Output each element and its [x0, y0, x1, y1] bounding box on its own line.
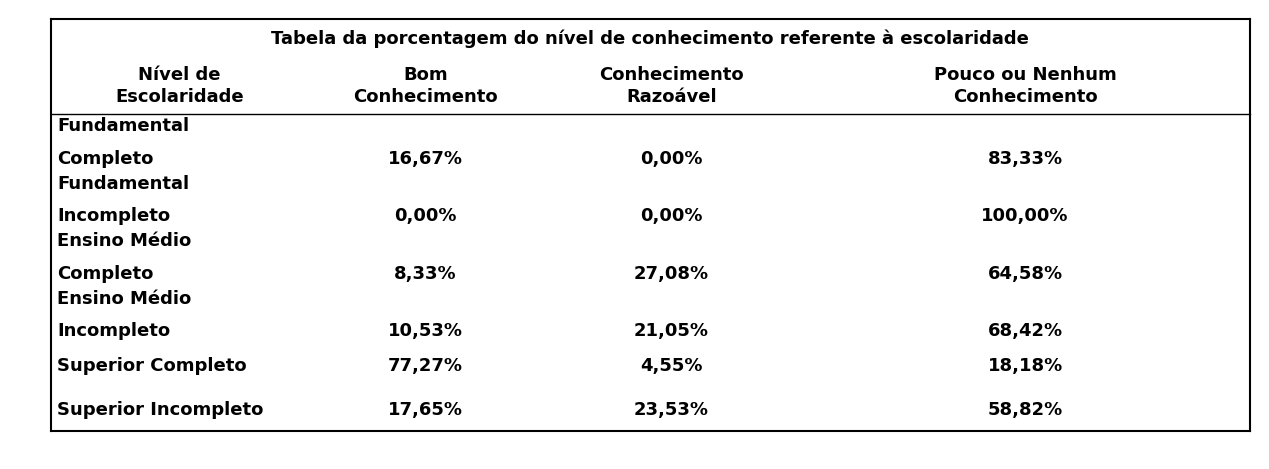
Text: 8,33%: 8,33%: [395, 265, 457, 283]
Text: Fundamental: Fundamental: [57, 175, 189, 193]
Text: Bom
Conhecimento: Bom Conhecimento: [353, 66, 497, 106]
Text: 23,53%: 23,53%: [633, 401, 709, 419]
Text: 27,08%: 27,08%: [633, 265, 709, 283]
Text: Ensino Médio: Ensino Médio: [57, 290, 192, 308]
Text: 16,67%: 16,67%: [388, 150, 463, 167]
Text: 10,53%: 10,53%: [388, 322, 463, 340]
Text: 17,65%: 17,65%: [388, 401, 463, 419]
Text: Incompleto: Incompleto: [57, 207, 170, 225]
Text: Completo: Completo: [57, 265, 154, 283]
Text: 18,18%: 18,18%: [987, 357, 1062, 375]
Text: Superior Incompleto: Superior Incompleto: [57, 401, 264, 419]
Text: 100,00%: 100,00%: [981, 207, 1068, 225]
Text: 83,33%: 83,33%: [987, 150, 1062, 167]
Text: 4,55%: 4,55%: [640, 357, 703, 375]
Text: Tabela da porcentagem do nível de conhecimento referente à escolaridade: Tabela da porcentagem do nível de conhec…: [272, 29, 1029, 48]
Text: Nível de
Escolaridade: Nível de Escolaridade: [115, 66, 244, 106]
Text: Completo: Completo: [57, 150, 154, 167]
Text: Incompleto: Incompleto: [57, 322, 170, 340]
Text: Ensino Médio: Ensino Médio: [57, 233, 192, 250]
Text: 0,00%: 0,00%: [640, 150, 703, 167]
Text: 77,27%: 77,27%: [388, 357, 463, 375]
Text: 64,58%: 64,58%: [987, 265, 1062, 283]
Text: Fundamental: Fundamental: [57, 117, 189, 136]
Text: Superior Completo: Superior Completo: [57, 357, 246, 375]
Text: 58,82%: 58,82%: [987, 401, 1062, 419]
Text: 0,00%: 0,00%: [640, 207, 703, 225]
Text: 0,00%: 0,00%: [395, 207, 457, 225]
Text: Conhecimento
Razoável: Conhecimento Razoável: [599, 66, 744, 106]
Text: 21,05%: 21,05%: [633, 322, 709, 340]
Text: Pouco ou Nenhum
Conhecimento: Pouco ou Nenhum Conhecimento: [934, 66, 1117, 106]
Text: 68,42%: 68,42%: [987, 322, 1062, 340]
